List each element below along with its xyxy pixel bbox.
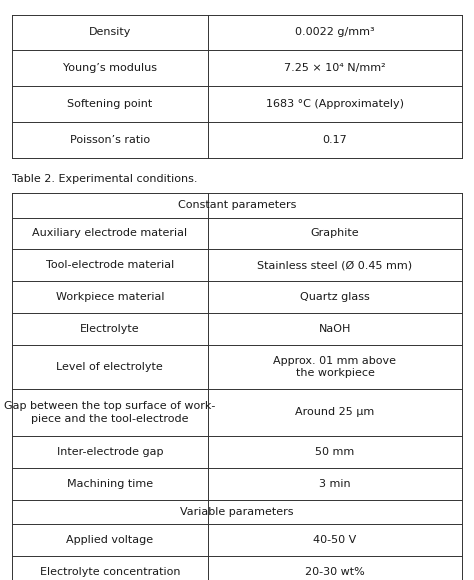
Text: Gap between the top surface of work-
piece and the tool-electrode: Gap between the top surface of work- pie… (4, 401, 216, 423)
Text: Applied voltage: Applied voltage (66, 535, 154, 545)
Text: Poisson’s ratio: Poisson’s ratio (70, 135, 150, 146)
Text: 0.17: 0.17 (323, 135, 347, 146)
Text: Tool-electrode material: Tool-electrode material (46, 260, 174, 270)
Text: 20-30 wt%: 20-30 wt% (305, 567, 365, 577)
Text: Auxiliary electrode material: Auxiliary electrode material (32, 229, 187, 238)
Text: Electrolyte concentration: Electrolyte concentration (39, 567, 180, 577)
Text: Workpiece material: Workpiece material (55, 292, 164, 302)
Text: Machining time: Machining time (67, 479, 153, 489)
Text: 7.25 × 10⁴ N/mm²: 7.25 × 10⁴ N/mm² (284, 63, 386, 74)
Text: Constant parameters: Constant parameters (178, 200, 296, 211)
Text: Softening point: Softening point (67, 99, 153, 110)
Text: Table 2. Experimental conditions.: Table 2. Experimental conditions. (12, 173, 197, 184)
Text: 3 min: 3 min (319, 479, 351, 489)
Text: 50 mm: 50 mm (315, 447, 355, 457)
Text: Density: Density (89, 27, 131, 38)
Text: Around 25 μm: Around 25 μm (295, 407, 374, 418)
Text: Graphite: Graphite (310, 229, 359, 238)
Text: 0.0022 g/mm³: 0.0022 g/mm³ (295, 27, 375, 38)
Text: Inter-electrode gap: Inter-electrode gap (56, 447, 163, 457)
Text: Approx. 01 mm above
the workpiece: Approx. 01 mm above the workpiece (273, 356, 396, 378)
Text: NaOH: NaOH (319, 324, 351, 334)
Text: Young’s modulus: Young’s modulus (63, 63, 157, 74)
Text: Level of electrolyte: Level of electrolyte (56, 362, 163, 372)
Text: 40-50 V: 40-50 V (313, 535, 356, 545)
Text: Variable parameters: Variable parameters (180, 507, 294, 517)
Text: Quartz glass: Quartz glass (300, 292, 370, 302)
Text: 1683 °C (Approximately): 1683 °C (Approximately) (266, 99, 404, 110)
Text: Stainless steel (Ø 0.45 mm): Stainless steel (Ø 0.45 mm) (257, 260, 412, 270)
Text: Electrolyte: Electrolyte (80, 324, 140, 334)
